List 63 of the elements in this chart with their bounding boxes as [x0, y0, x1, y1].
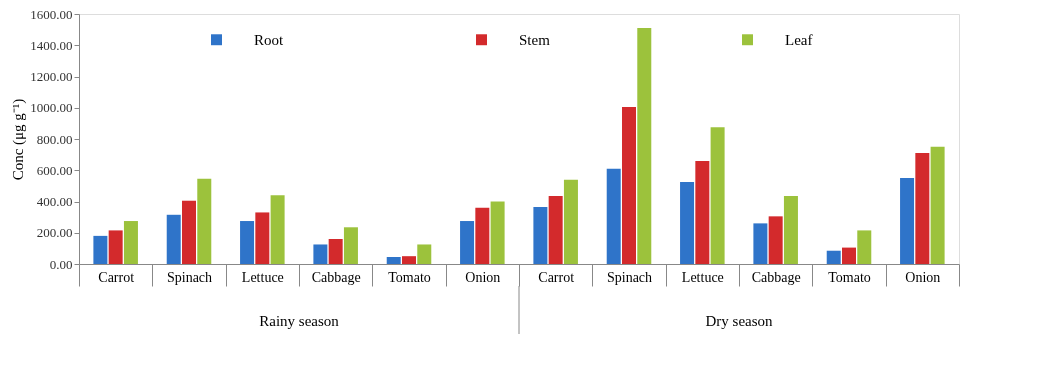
- bar: [475, 207, 490, 264]
- bar: [255, 212, 270, 264]
- bar: [533, 206, 548, 264]
- x-tick-label: Cabbage: [751, 269, 801, 285]
- y-axis-title: Conc (μg g⁻¹): [10, 98, 28, 181]
- bar: [842, 247, 856, 264]
- bar: [915, 153, 930, 264]
- bar: [606, 168, 621, 264]
- text: Dry season: [705, 313, 774, 329]
- y-tick-label: 1600.00: [30, 6, 73, 22]
- bar: [240, 221, 255, 264]
- y-tick-label: 0.00: [49, 256, 73, 272]
- x-tick-label: Cabbage: [311, 269, 361, 285]
- bar: [637, 28, 652, 264]
- bar: [680, 181, 695, 264]
- x-tick-label: Carrot: [538, 269, 575, 285]
- bar: [328, 239, 343, 264]
- bar: [857, 230, 872, 264]
- x-tick-label: Spinach: [606, 269, 653, 285]
- x-tick-label: Onion: [905, 269, 941, 285]
- y-tick-label: 600.00: [36, 162, 73, 178]
- x-tick-label: Lettuce: [241, 269, 284, 285]
- bar: [386, 256, 401, 264]
- bar: [900, 178, 915, 264]
- y-tick-label: 1200.00: [30, 69, 73, 84]
- legend-label: Stem: [519, 31, 551, 48]
- bar: [343, 227, 358, 264]
- text: Rainy season: [259, 313, 340, 329]
- bar: [768, 216, 783, 264]
- y-tick-label: 800.00: [36, 131, 73, 147]
- x-tick-label: Tomato: [828, 269, 871, 285]
- bar: [182, 200, 196, 264]
- x-tick-label: Onion: [465, 269, 501, 285]
- bar: [270, 195, 285, 264]
- bar: [548, 196, 563, 264]
- bar: [563, 179, 578, 264]
- bar: [166, 214, 181, 264]
- y-tick-label: 1400.00: [30, 37, 73, 53]
- y-tick-label: 200.00: [36, 225, 73, 241]
- x-tick-label: Tomato: [388, 269, 431, 285]
- bar: [197, 178, 212, 264]
- x-tick-label: Lettuce: [681, 269, 724, 285]
- bar: [783, 196, 798, 264]
- y-tick-label: 400.00: [36, 194, 73, 209]
- bar: [490, 201, 505, 264]
- bar: [622, 106, 636, 264]
- legend-label: Root: [254, 31, 284, 48]
- y-tick-label: 1000.00: [30, 100, 73, 116]
- legend-label: Leaf: [785, 31, 813, 48]
- bar: [402, 256, 416, 264]
- bar: [826, 250, 841, 264]
- bar: [123, 221, 138, 264]
- bar: [313, 244, 328, 264]
- bar: [695, 160, 710, 264]
- x-tick-label: Spinach: [166, 269, 213, 285]
- bar: [710, 127, 725, 264]
- bar: [417, 244, 432, 264]
- bar: [930, 146, 945, 264]
- bar: [460, 221, 475, 264]
- bar: [93, 235, 108, 264]
- bar: [753, 223, 768, 264]
- x-tick-label: Carrot: [98, 269, 135, 285]
- bar: [108, 230, 123, 264]
